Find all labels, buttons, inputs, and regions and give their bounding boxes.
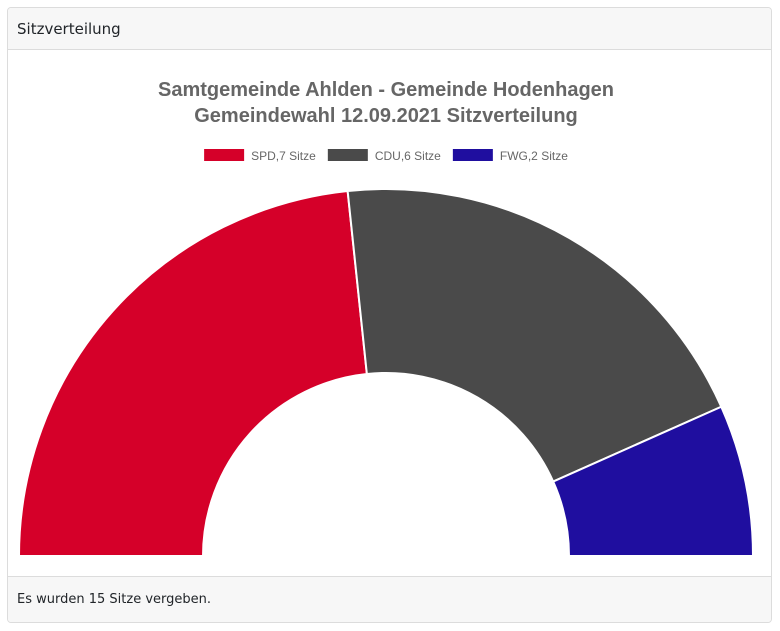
legend-swatch-cdu xyxy=(327,149,368,161)
legend-swatch-fwg xyxy=(452,149,493,161)
chart-arcs xyxy=(18,188,754,557)
card-header-title: Sitzverteilung xyxy=(17,20,121,38)
card-header: Sitzverteilung xyxy=(8,8,771,50)
arc-spd[interactable] xyxy=(18,190,368,557)
chart-container: Samtgemeinde Ahlden - Gemeinde Hodenhage… xyxy=(8,50,771,577)
legend-label-spd: SPD,7 Sitze xyxy=(251,149,316,163)
legend-label-cdu: CDU,6 Sitze xyxy=(375,149,441,163)
legend-item-spd[interactable]: SPD,7 Sitze xyxy=(204,149,316,163)
chart-legend[interactable]: SPD,7 Sitze CDU,6 Sitze FWG,2 Sitze xyxy=(204,149,568,163)
legend-label-fwg: FWG,2 Sitze xyxy=(500,149,568,163)
arc-cdu[interactable] xyxy=(346,188,723,483)
chart-title-line-2: Gemeindewahl 12.09.2021 Sitzverteilung xyxy=(194,105,578,127)
legend-item-cdu[interactable]: CDU,6 Sitze xyxy=(327,149,441,163)
legend-swatch-spd xyxy=(204,149,245,161)
card-footer: Es wurden 15 Sitze vergeben. xyxy=(8,576,771,622)
chart-title-line-1: Samtgemeinde Ahlden - Gemeinde Hodenhage… xyxy=(158,79,614,101)
legend-item-fwg[interactable]: FWG,2 Sitze xyxy=(452,149,568,163)
seat-total-text: Es wurden 15 Sitze vergeben. xyxy=(17,592,211,607)
seat-chart: Samtgemeinde Ahlden - Gemeinde Hodenhage… xyxy=(18,79,754,557)
arc-fwg[interactable] xyxy=(552,405,754,557)
seat-distribution-card: Sitzverteilung Samtgemeinde Ahlden - Gem… xyxy=(7,7,772,623)
